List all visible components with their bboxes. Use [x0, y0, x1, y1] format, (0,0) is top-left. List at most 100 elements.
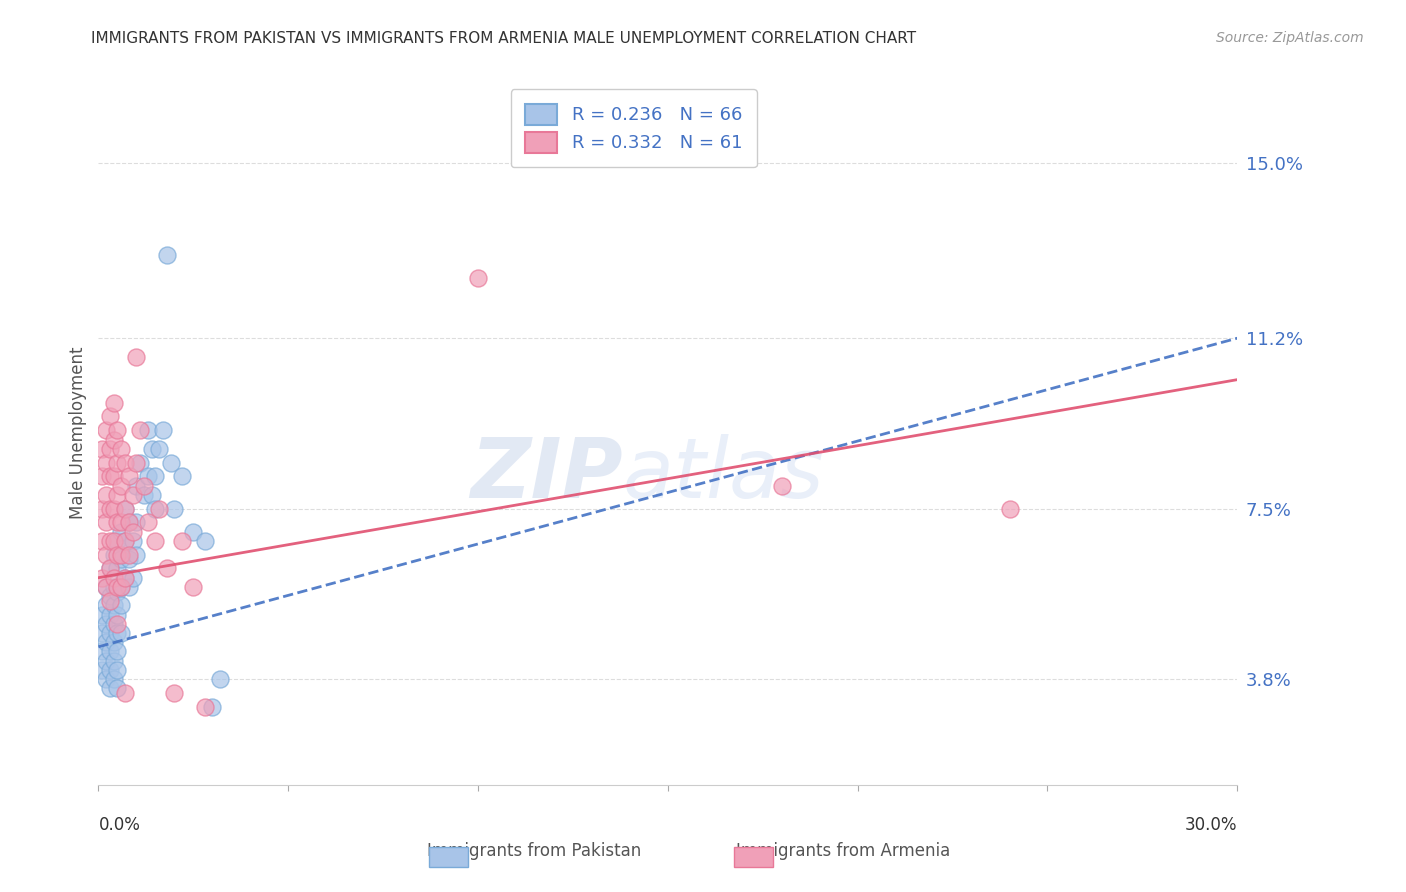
- Point: [110, 442, 132, 456]
- Point: [114, 456, 136, 470]
- Point: [94, 488, 117, 502]
- Point: [98, 533, 121, 548]
- Point: [159, 456, 181, 470]
- Point: [110, 552, 132, 566]
- Point: [98, 442, 121, 456]
- Point: [94, 580, 117, 594]
- Point: [136, 469, 159, 483]
- Point: [98, 626, 121, 640]
- Point: [163, 501, 186, 516]
- Point: [141, 488, 163, 502]
- Point: [125, 478, 148, 492]
- Point: [129, 456, 152, 470]
- Point: [94, 516, 117, 530]
- Point: [125, 350, 148, 364]
- Point: [110, 548, 132, 562]
- Point: [107, 423, 129, 437]
- Point: [141, 442, 163, 456]
- Text: Immigrants from Armenia: Immigrants from Armenia: [737, 842, 950, 860]
- Point: [107, 516, 129, 530]
- Text: 0.0%: 0.0%: [98, 815, 141, 833]
- Point: [94, 599, 117, 613]
- Point: [91, 442, 114, 456]
- Point: [103, 672, 125, 686]
- Point: [94, 616, 117, 631]
- Point: [103, 635, 125, 649]
- Point: [110, 478, 132, 492]
- Point: [98, 593, 121, 607]
- Text: 30.0%: 30.0%: [1185, 815, 1237, 833]
- Point: [98, 681, 121, 696]
- Point: [194, 699, 217, 714]
- Point: [94, 423, 117, 437]
- Point: [114, 571, 136, 585]
- Point: [107, 626, 129, 640]
- Point: [98, 589, 121, 603]
- Point: [103, 548, 125, 562]
- Point: [98, 644, 121, 658]
- Point: [125, 456, 148, 470]
- Point: [103, 395, 125, 409]
- Point: [103, 580, 125, 594]
- Legend: R = 0.236   N = 66, R = 0.332   N = 61: R = 0.236 N = 66, R = 0.332 N = 61: [510, 89, 756, 167]
- Point: [91, 607, 114, 622]
- Point: [107, 533, 129, 548]
- Text: ZIP: ZIP: [470, 434, 623, 516]
- Point: [103, 599, 125, 613]
- Point: [121, 488, 143, 502]
- Point: [110, 580, 132, 594]
- Point: [770, 478, 793, 492]
- Point: [98, 561, 121, 575]
- Point: [107, 561, 129, 575]
- Point: [121, 533, 143, 548]
- Point: [467, 271, 489, 285]
- Point: [148, 442, 170, 456]
- Point: [114, 571, 136, 585]
- Point: [107, 488, 129, 502]
- Point: [98, 469, 121, 483]
- Point: [183, 580, 205, 594]
- Point: [98, 501, 121, 516]
- Point: [145, 469, 167, 483]
- Point: [125, 516, 148, 530]
- Point: [183, 524, 205, 539]
- Point: [103, 469, 125, 483]
- Point: [170, 533, 193, 548]
- Point: [94, 456, 117, 470]
- Point: [94, 548, 117, 562]
- Point: [107, 616, 129, 631]
- Point: [156, 561, 179, 575]
- Point: [107, 580, 129, 594]
- Point: [121, 524, 143, 539]
- Point: [107, 607, 129, 622]
- Point: [118, 516, 141, 530]
- Point: [98, 561, 121, 575]
- Point: [103, 433, 125, 447]
- Point: [118, 552, 141, 566]
- Point: [98, 663, 121, 677]
- Point: [91, 644, 114, 658]
- Point: [110, 524, 132, 539]
- Point: [103, 571, 125, 585]
- Point: [114, 686, 136, 700]
- Point: [103, 533, 125, 548]
- Point: [201, 699, 224, 714]
- Point: [136, 516, 159, 530]
- Point: [94, 672, 117, 686]
- Point: [107, 456, 129, 470]
- Point: [107, 681, 129, 696]
- Point: [118, 469, 141, 483]
- Point: [152, 423, 174, 437]
- Point: [107, 644, 129, 658]
- Point: [103, 654, 125, 668]
- Point: [148, 501, 170, 516]
- Point: [98, 409, 121, 424]
- Text: atlas: atlas: [623, 434, 824, 516]
- Point: [107, 663, 129, 677]
- Point: [114, 501, 136, 516]
- Point: [129, 423, 152, 437]
- Point: [194, 533, 217, 548]
- Point: [114, 533, 136, 548]
- Point: [98, 607, 121, 622]
- Text: Immigrants from Pakistan: Immigrants from Pakistan: [427, 842, 641, 860]
